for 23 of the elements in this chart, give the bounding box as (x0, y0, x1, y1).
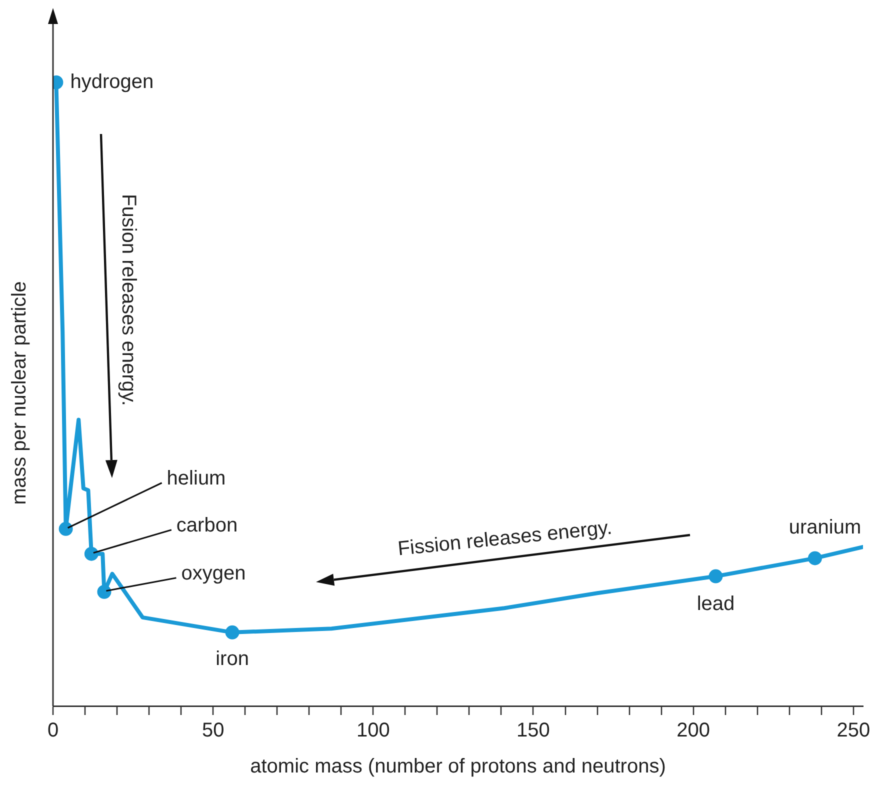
x-tick-label: 50 (202, 720, 224, 742)
annotation: helium (166, 467, 226, 490)
x-tick-label: 0 (47, 720, 59, 742)
point (708, 569, 723, 584)
x-tick-label: 150 (516, 720, 550, 742)
annotation: lead (696, 592, 735, 615)
annotation: uranium (788, 516, 862, 539)
point (225, 625, 240, 640)
point (58, 522, 73, 536)
annotation: carbon (176, 514, 238, 536)
point (84, 546, 98, 561)
y-axis-title: mass per nuclear particle (8, 281, 31, 505)
annotation: hydrogen (70, 70, 154, 93)
point (808, 551, 822, 566)
x-axis-title: atomic mass (number of protons and neutrons) (250, 756, 666, 778)
point (97, 584, 112, 599)
x-tick-label: 200 (676, 720, 710, 742)
annotation: oxygen (181, 562, 246, 584)
x-tick-label: 250 (836, 720, 870, 742)
annotation: Fission releases energy. (396, 516, 614, 560)
annotation: Fusion releases energy. (117, 194, 140, 406)
x-tick-label: 100 (356, 720, 390, 742)
annotation: iron (216, 648, 249, 670)
